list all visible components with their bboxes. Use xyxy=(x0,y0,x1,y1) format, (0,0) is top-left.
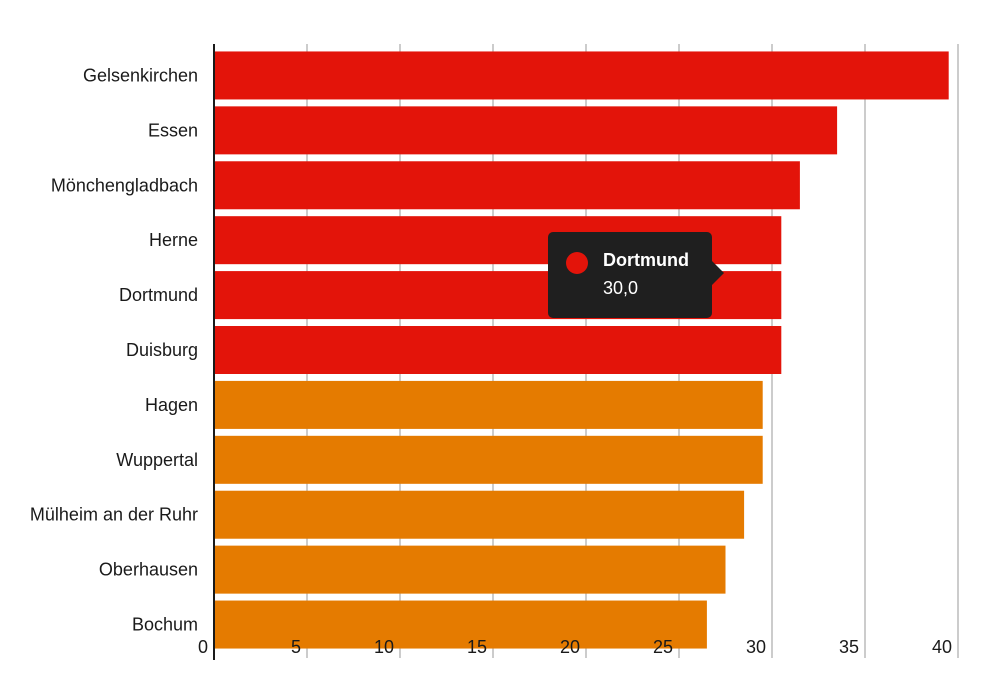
bar-wuppertal[interactable] xyxy=(215,435,763,484)
category-label: Essen xyxy=(148,120,198,140)
category-labels: Gelsenkirchen Essen Mönchengladbach Herne Do… xyxy=(30,65,198,634)
tick-labels: 0 5 10 15 20 25 30 35 40 xyxy=(198,637,952,657)
bar-mönchengladbach[interactable] xyxy=(215,161,800,210)
x-tick-label: 5 xyxy=(291,637,301,657)
tooltip: Dortmund 30,0 xyxy=(548,232,724,318)
bars xyxy=(215,51,949,649)
x-tick-label: 30 xyxy=(746,637,766,657)
bar-bochum[interactable] xyxy=(215,600,707,649)
tooltip-category: Dortmund xyxy=(603,250,689,270)
category-label: Duisburg xyxy=(126,340,198,360)
x-tick-label: 15 xyxy=(467,637,487,657)
bar-hagen[interactable] xyxy=(215,380,763,429)
x-tick-label: 40 xyxy=(932,637,952,657)
bar-duisburg[interactable] xyxy=(215,326,782,374)
x-tick-label: 35 xyxy=(839,637,859,657)
x-tick-label: 0 xyxy=(198,637,208,657)
bar-mülheim-an-der-ruhr[interactable] xyxy=(215,490,745,539)
category-label: Mönchengladbach xyxy=(51,175,198,195)
x-tick-label: 20 xyxy=(560,637,580,657)
category-label: Wuppertal xyxy=(116,450,198,470)
category-label: Bochum xyxy=(132,615,198,635)
category-label: Dortmund xyxy=(119,285,198,305)
tooltip-color-dot xyxy=(566,252,588,274)
bar-essen[interactable] xyxy=(215,106,838,155)
category-label: Mülheim an der Ruhr xyxy=(30,505,198,525)
bar-oberhausen[interactable] xyxy=(215,545,726,594)
category-label: Oberhausen xyxy=(99,560,198,580)
x-tick-label: 25 xyxy=(653,637,673,657)
tooltip-value: 30,0 xyxy=(603,278,639,298)
bar-gelsenkirchen[interactable] xyxy=(215,51,949,100)
category-label: Gelsenkirchen xyxy=(83,65,198,85)
category-label: Herne xyxy=(149,230,198,250)
category-label: Hagen xyxy=(145,395,198,415)
x-tick-label: 10 xyxy=(374,637,394,657)
